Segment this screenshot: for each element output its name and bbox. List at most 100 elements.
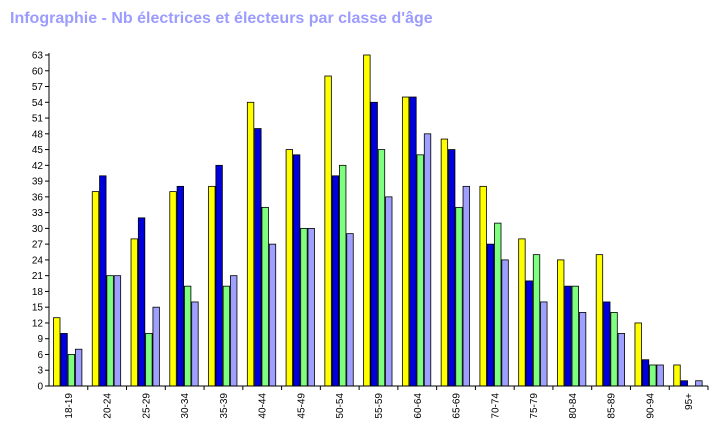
bar-65-69-series-1 <box>440 138 449 387</box>
bar-20-24-series-3 <box>106 275 114 387</box>
y-tick-label: 6 <box>37 350 43 361</box>
bar-50-54-series-1 <box>324 75 332 387</box>
bar-25-29-series-2 <box>137 217 146 387</box>
bar-85-89-series-4 <box>617 333 626 387</box>
x-tick-label: 80-84 <box>568 393 579 419</box>
bar-50-54-series-2 <box>331 175 340 387</box>
bar-45-49-series-4 <box>307 227 315 387</box>
x-tick-label: 35-39 <box>219 393 230 419</box>
bar-65-69-series-3 <box>455 206 463 387</box>
y-tick-label: 51 <box>32 114 44 125</box>
bar-90-94-series-3 <box>649 364 657 387</box>
bar-85-89-series-2 <box>603 301 611 387</box>
bar-25-29-series-4 <box>152 306 160 387</box>
x-tick-label: 70-74 <box>490 393 501 419</box>
y-tick-label: 42 <box>32 161 44 172</box>
bar-50-54-series-4 <box>346 233 354 387</box>
x-tick-label: 40-44 <box>258 393 269 419</box>
bar-80-84-series-4 <box>578 312 587 387</box>
bar-30-34-series-2 <box>176 185 184 387</box>
y-tick-label: 48 <box>32 129 44 140</box>
x-tick-label: 30-34 <box>180 393 191 419</box>
x-tick-label: 45-49 <box>296 393 307 419</box>
x-tick-label: 85-89 <box>607 393 618 419</box>
bar-30-34-series-4 <box>191 301 199 387</box>
bar-18-19-series-4 <box>75 348 83 387</box>
y-tick-label: 21 <box>32 271 44 282</box>
bar-45-49-series-3 <box>300 227 308 387</box>
bar-75-79-series-4 <box>540 301 548 387</box>
x-tick-label: 50-54 <box>335 393 346 419</box>
bar-45-49-series-1 <box>285 149 293 387</box>
y-tick-label: 15 <box>32 303 44 314</box>
bar-80-84-series-1 <box>557 259 565 387</box>
bar-55-59-series-3 <box>377 149 386 387</box>
x-tick-label: 90-94 <box>645 393 656 419</box>
bar-20-24-series-1 <box>91 191 100 387</box>
bar-95+-series-4 <box>695 380 703 387</box>
y-tick-label: 60 <box>32 66 44 77</box>
y-tick-label: 30 <box>32 224 44 235</box>
y-tick-label: 39 <box>32 177 44 188</box>
bar-20-24-series-2 <box>99 175 107 387</box>
bar-70-74-series-3 <box>494 222 502 387</box>
bar-70-74-series-4 <box>501 259 509 387</box>
bar-25-29-series-1 <box>130 238 138 387</box>
y-tick-label: 45 <box>32 145 44 156</box>
x-tick-label: 25-29 <box>141 393 152 419</box>
x-axis: 18-19 20-24 25-29 30-34 35-39 40-44 45-49 50-54… <box>64 386 709 419</box>
bar-80-84-series-3 <box>571 285 579 387</box>
bar-65-69-series-4 <box>462 185 470 387</box>
y-tick-label: 63 <box>32 51 44 62</box>
x-tick-label: 55-59 <box>374 393 385 419</box>
y-tick-label: 18 <box>32 287 44 298</box>
bar-40-44-series-3 <box>261 206 269 387</box>
bar-50-54-series-3 <box>339 164 347 387</box>
bar-65-69-series-2 <box>448 149 456 387</box>
bar-70-74-series-1 <box>479 185 487 387</box>
bar-75-79-series-1 <box>518 238 526 387</box>
y-tick-label: 36 <box>32 192 44 203</box>
bar-55-59-series-2 <box>370 101 378 387</box>
bar-30-34-series-1 <box>169 191 177 387</box>
bar-90-94-series-2 <box>641 359 650 387</box>
bar-40-44-series-2 <box>254 128 262 387</box>
x-tick-label: 95+ <box>684 393 695 410</box>
bars <box>53 54 703 387</box>
bar-90-94-series-1 <box>634 322 642 387</box>
y-tick-label: 9 <box>37 334 43 345</box>
bar-45-49-series-2 <box>292 154 301 387</box>
bar-90-94-series-4 <box>656 364 664 387</box>
bar-55-59-series-1 <box>363 54 371 387</box>
bar-55-59-series-4 <box>385 196 393 387</box>
bar-75-79-series-3 <box>532 254 541 387</box>
x-tick-label: 20-24 <box>103 393 114 419</box>
y-tick-label: 57 <box>32 82 44 93</box>
bar-40-44-series-1 <box>246 101 255 387</box>
x-tick-label: 75-79 <box>529 393 540 419</box>
x-tick-label: 60-64 <box>413 393 424 419</box>
bar-60-64-series-4 <box>423 133 432 387</box>
bar-18-19-series-3 <box>67 354 75 387</box>
bar-80-84-series-2 <box>564 285 572 387</box>
bar-95+-series-1 <box>673 364 681 387</box>
y-tick-label: 12 <box>32 318 44 329</box>
bar-25-29-series-3 <box>145 333 153 387</box>
y-tick-label: 33 <box>32 208 44 219</box>
chart-title: Infographie - Nb électrices et électeurs… <box>10 10 433 27</box>
y-tick-label: 0 <box>37 382 43 393</box>
bar-40-44-series-4 <box>268 243 277 387</box>
bar-30-34-series-3 <box>183 285 192 387</box>
y-tick-label: 54 <box>32 98 44 109</box>
bar-60-64-series-2 <box>409 96 417 387</box>
bar-35-39-series-3 <box>222 285 231 387</box>
x-tick-label: 65-69 <box>452 393 463 419</box>
bar-60-64-series-3 <box>416 154 424 387</box>
bar-85-89-series-3 <box>610 312 618 387</box>
bar-35-39-series-4 <box>230 275 238 387</box>
bar-75-79-series-2 <box>525 280 533 387</box>
bar-18-19-series-1 <box>53 317 61 387</box>
y-tick-label: 3 <box>37 366 43 377</box>
